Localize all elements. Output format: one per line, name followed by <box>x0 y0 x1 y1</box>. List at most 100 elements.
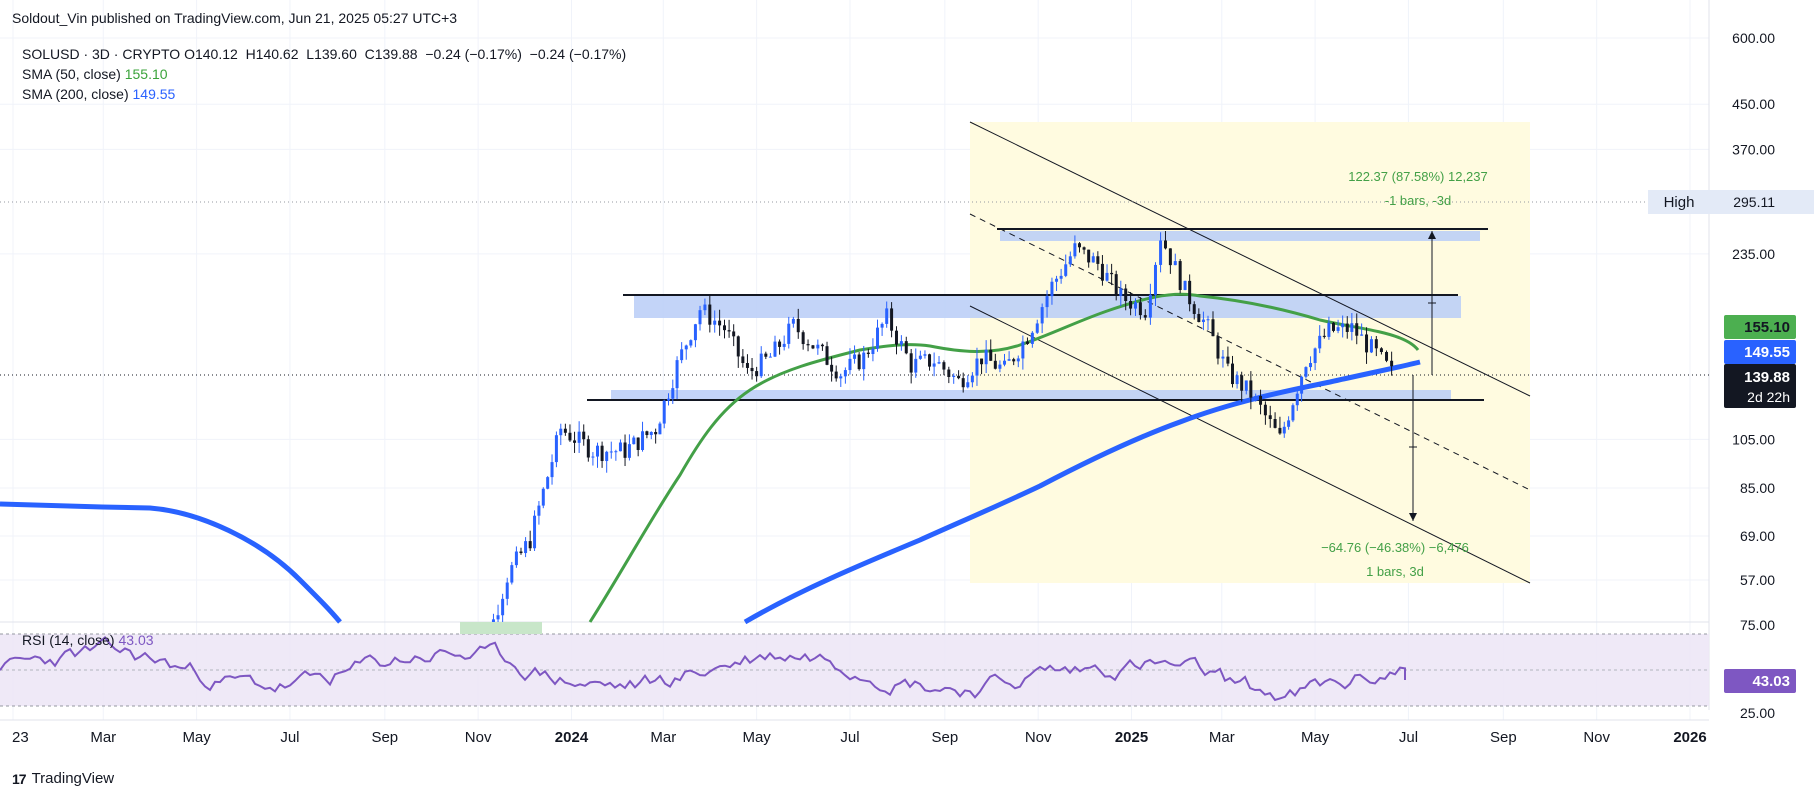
candle[interactable] <box>975 347 979 386</box>
candle[interactable] <box>1304 366 1308 379</box>
candle[interactable] <box>1178 258 1182 294</box>
candle[interactable] <box>654 428 658 444</box>
candle[interactable] <box>1012 357 1016 366</box>
candle[interactable] <box>1282 421 1286 438</box>
candle[interactable] <box>713 310 717 333</box>
candle[interactable] <box>830 356 834 382</box>
candle[interactable] <box>1355 313 1359 345</box>
rsi-legend[interactable]: RSI (14, close) 43.03 <box>22 632 154 648</box>
candle[interactable] <box>862 345 866 381</box>
candle[interactable] <box>1249 371 1253 410</box>
candle[interactable] <box>1045 290 1049 318</box>
candle[interactable] <box>1110 263 1114 286</box>
candle[interactable] <box>1206 315 1210 330</box>
candle[interactable] <box>591 452 595 466</box>
candle[interactable] <box>1360 323 1364 336</box>
candle[interactable] <box>1124 284 1128 311</box>
candle[interactable] <box>1345 316 1349 339</box>
candle[interactable] <box>632 435 636 445</box>
candle[interactable] <box>1259 389 1263 415</box>
candle[interactable] <box>723 319 727 339</box>
candle[interactable] <box>671 379 675 404</box>
candle[interactable] <box>932 352 936 377</box>
channel-lower-line[interactable] <box>969 305 1531 584</box>
candle[interactable] <box>1313 347 1317 371</box>
candle[interactable] <box>1221 350 1225 368</box>
candle[interactable] <box>680 342 684 364</box>
candle[interactable] <box>1300 375 1304 402</box>
candle[interactable] <box>708 294 712 333</box>
candle[interactable] <box>1082 246 1086 255</box>
candle[interactable] <box>546 476 550 490</box>
candle[interactable] <box>573 431 577 453</box>
candle[interactable] <box>658 421 662 435</box>
candle[interactable] <box>773 335 777 358</box>
candle[interactable] <box>1003 353 1007 367</box>
candle[interactable] <box>1291 403 1295 423</box>
candle[interactable] <box>820 343 824 351</box>
channel-mid-line[interactable] <box>969 213 1531 491</box>
candle[interactable] <box>1390 351 1394 376</box>
candle[interactable] <box>1148 283 1152 325</box>
candle[interactable] <box>857 352 861 371</box>
candle[interactable] <box>871 338 875 362</box>
candle[interactable] <box>1059 268 1063 284</box>
candle[interactable] <box>1105 264 1109 282</box>
candle[interactable] <box>550 454 554 485</box>
candle[interactable] <box>796 308 800 339</box>
candle[interactable] <box>928 353 932 371</box>
candle[interactable] <box>966 375 970 389</box>
candle[interactable] <box>1263 401 1267 425</box>
candle[interactable] <box>1341 315 1345 338</box>
candle[interactable] <box>1336 319 1340 334</box>
candle[interactable] <box>1268 405 1272 428</box>
candle[interactable] <box>1374 336 1378 357</box>
candle[interactable] <box>605 450 609 473</box>
candle[interactable] <box>1077 242 1081 253</box>
time-axis[interactable]: 23 Mar May Jul Sep Nov 2024 Mar May Jul Sep Nov 2025… <box>12 729 1707 746</box>
candle[interactable] <box>1192 301 1196 320</box>
candle[interactable] <box>491 613 495 622</box>
candle[interactable] <box>1087 249 1091 268</box>
candle[interactable] <box>918 350 922 360</box>
candle[interactable] <box>554 431 558 468</box>
candle[interactable] <box>1016 355 1020 368</box>
candle[interactable] <box>853 345 857 364</box>
candle[interactable] <box>496 604 500 622</box>
candle[interactable] <box>1235 371 1239 389</box>
candle[interactable] <box>609 441 613 459</box>
candle[interactable] <box>1318 325 1322 354</box>
candle[interactable] <box>1133 298 1137 316</box>
candle[interactable] <box>1040 303 1044 334</box>
candle[interactable] <box>1350 313 1354 341</box>
candle[interactable] <box>1091 252 1095 263</box>
candle[interactable] <box>1188 274 1192 312</box>
candle[interactable] <box>741 349 745 368</box>
candles[interactable] <box>491 230 1394 622</box>
candle[interactable] <box>662 399 666 429</box>
price-axis[interactable]: 600.00 450.00 370.00 235.00 105.00 85.00 69.00… <box>1648 30 1814 721</box>
candle[interactable] <box>1287 416 1291 430</box>
candle[interactable] <box>505 577 509 606</box>
candle[interactable] <box>839 373 843 387</box>
candle[interactable] <box>1226 346 1230 367</box>
candle[interactable] <box>636 437 640 457</box>
candle[interactable] <box>586 435 590 462</box>
candle[interactable] <box>649 431 653 440</box>
candle[interactable] <box>957 370 961 380</box>
candle[interactable] <box>1030 331 1034 348</box>
candle[interactable] <box>942 360 946 376</box>
measure-down[interactable] <box>1409 375 1417 521</box>
candle[interactable] <box>876 319 880 352</box>
candle[interactable] <box>1216 332 1220 365</box>
candle[interactable] <box>885 301 889 328</box>
candle[interactable] <box>732 324 736 347</box>
candle[interactable] <box>618 439 622 452</box>
candle[interactable] <box>1385 350 1389 363</box>
candle[interactable] <box>768 353 772 358</box>
resistance-zone-top[interactable] <box>1000 231 1480 241</box>
candle[interactable] <box>937 356 941 365</box>
candle[interactable] <box>1322 328 1326 339</box>
candle[interactable] <box>675 356 679 400</box>
candle[interactable] <box>904 336 908 355</box>
